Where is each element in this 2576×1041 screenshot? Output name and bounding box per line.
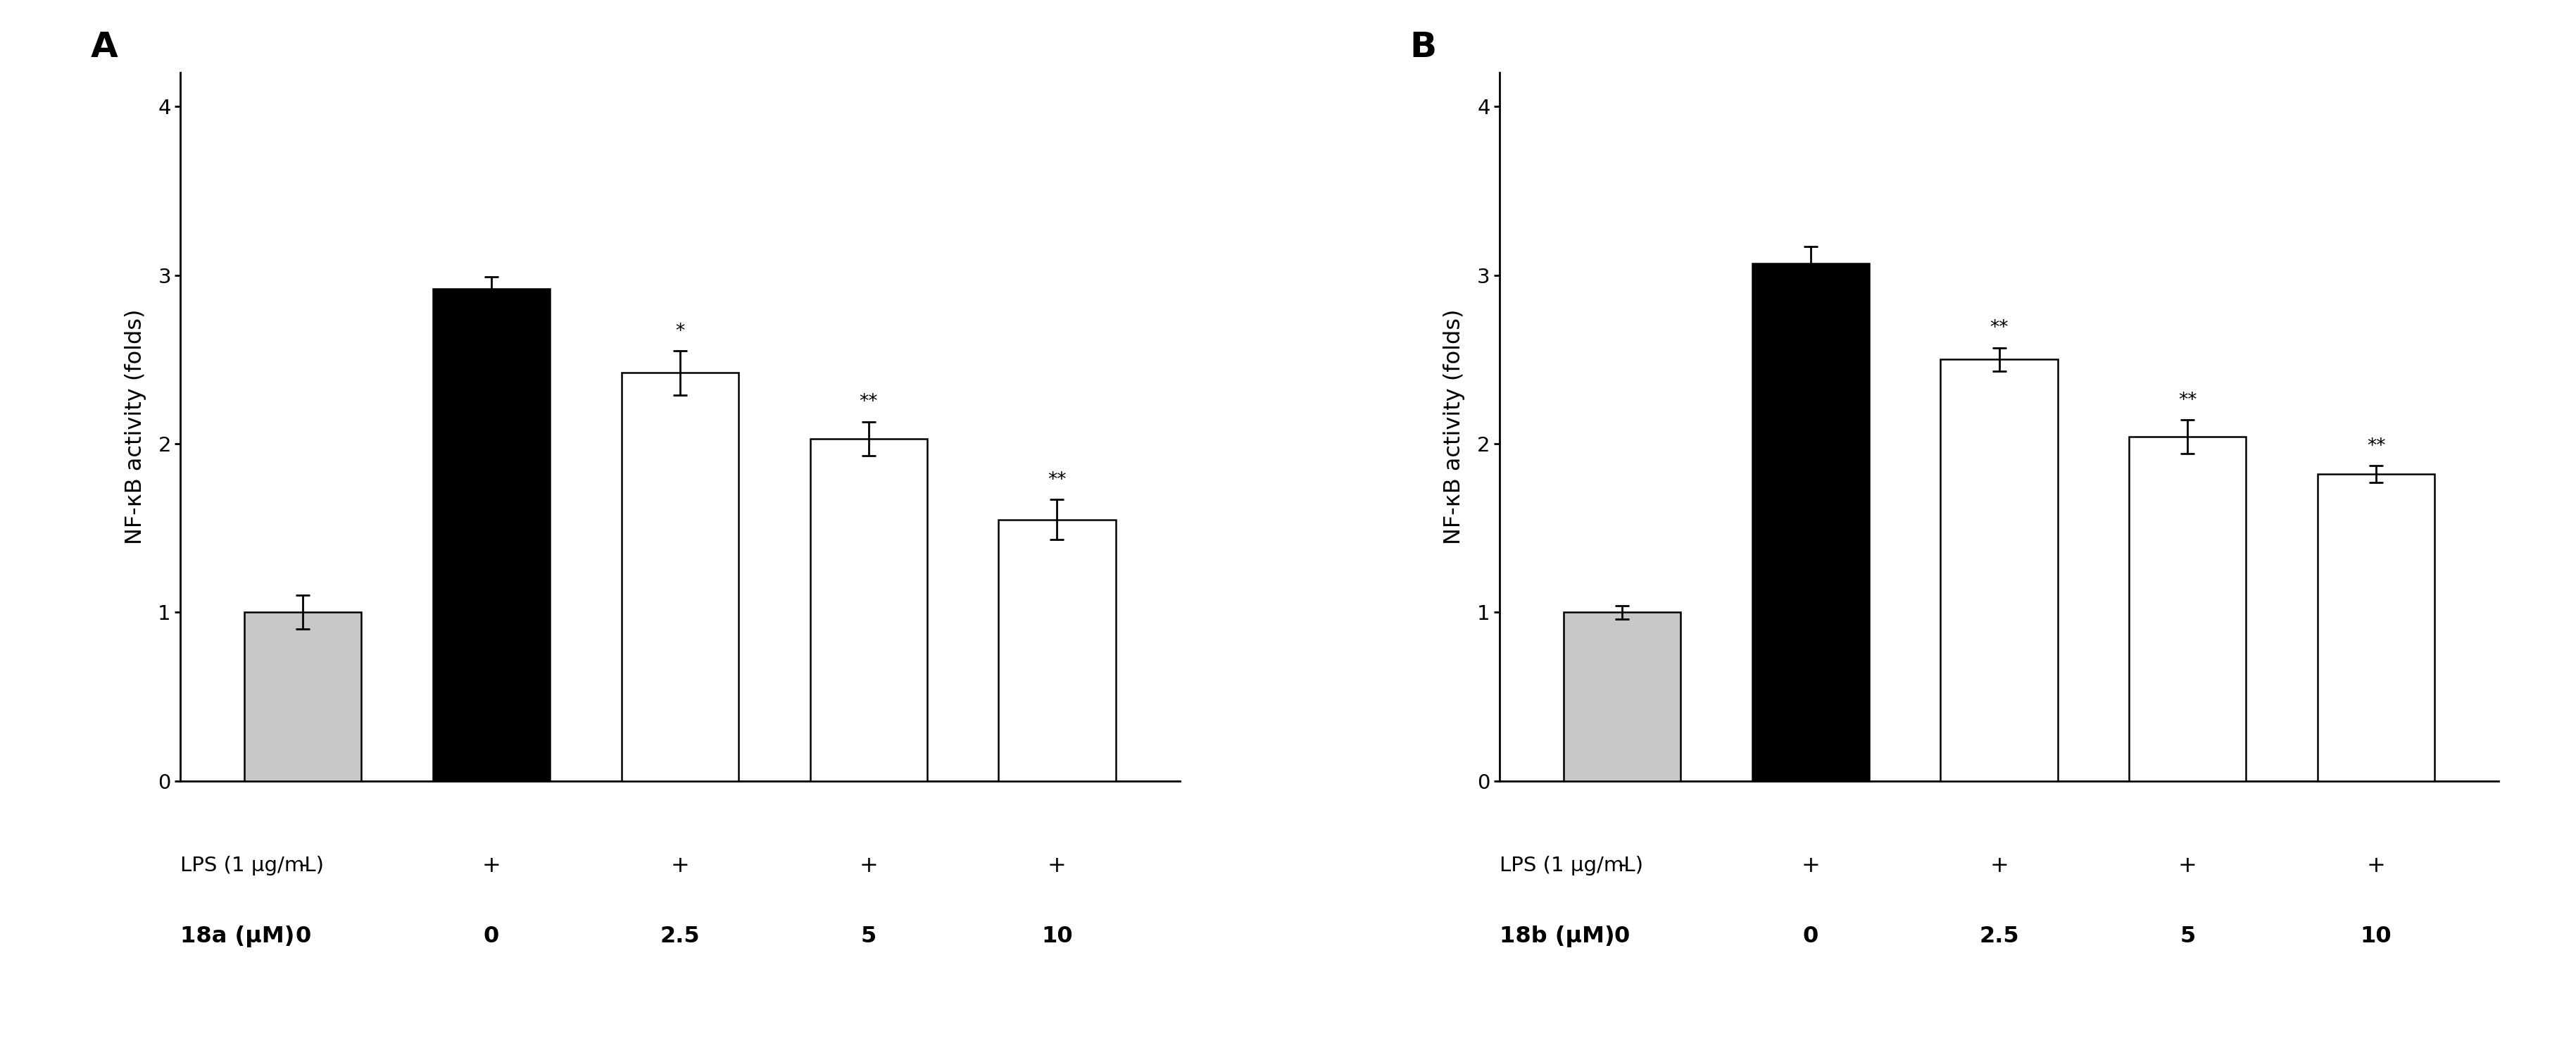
Text: 0: 0	[1615, 925, 1631, 947]
Text: 2.5: 2.5	[1978, 925, 2020, 947]
Bar	[1564, 612, 1680, 781]
Text: **: **	[1048, 471, 1066, 489]
Text: 18b (μM): 18b (μM)	[1499, 925, 1615, 947]
Bar	[2318, 474, 2434, 781]
Text: 2.5: 2.5	[659, 925, 701, 947]
Text: +: +	[2179, 855, 2197, 877]
Text: 0: 0	[296, 925, 312, 947]
Bar	[245, 612, 361, 781]
Text: -: -	[299, 855, 307, 877]
Text: 18a (μM): 18a (μM)	[180, 925, 294, 947]
Bar	[2130, 437, 2246, 781]
Text: *: *	[675, 323, 685, 340]
Text: -: -	[1618, 855, 1625, 877]
Text: **: **	[860, 393, 878, 411]
Bar	[621, 373, 739, 781]
Text: LPS (1 μg/mL): LPS (1 μg/mL)	[180, 856, 325, 875]
Text: LPS (1 μg/mL): LPS (1 μg/mL)	[1499, 856, 1643, 875]
Bar	[1940, 359, 2058, 781]
Text: +: +	[1989, 855, 2009, 877]
Text: 0: 0	[1803, 925, 1819, 947]
Text: +: +	[670, 855, 690, 877]
Text: A: A	[90, 30, 118, 65]
Bar	[809, 438, 927, 781]
Text: 0: 0	[484, 925, 500, 947]
Text: 5: 5	[2179, 925, 2195, 947]
Text: +: +	[2367, 855, 2385, 877]
Text: 10: 10	[2360, 925, 2393, 947]
Text: +: +	[860, 855, 878, 877]
Text: **: **	[2179, 391, 2197, 410]
Bar	[999, 519, 1115, 781]
Text: B: B	[1409, 30, 1437, 65]
Text: +: +	[1048, 855, 1066, 877]
Bar	[1752, 263, 1870, 781]
Text: 10: 10	[1041, 925, 1072, 947]
Y-axis label: NF-κB activity (folds): NF-κB activity (folds)	[124, 309, 147, 544]
Text: 5: 5	[860, 925, 876, 947]
Bar	[433, 288, 549, 781]
Text: +: +	[1801, 855, 1819, 877]
Y-axis label: NF-κB activity (folds): NF-κB activity (folds)	[1443, 309, 1466, 544]
Text: **: **	[1989, 320, 2009, 337]
Text: +: +	[482, 855, 500, 877]
Text: **: **	[2367, 437, 2385, 456]
